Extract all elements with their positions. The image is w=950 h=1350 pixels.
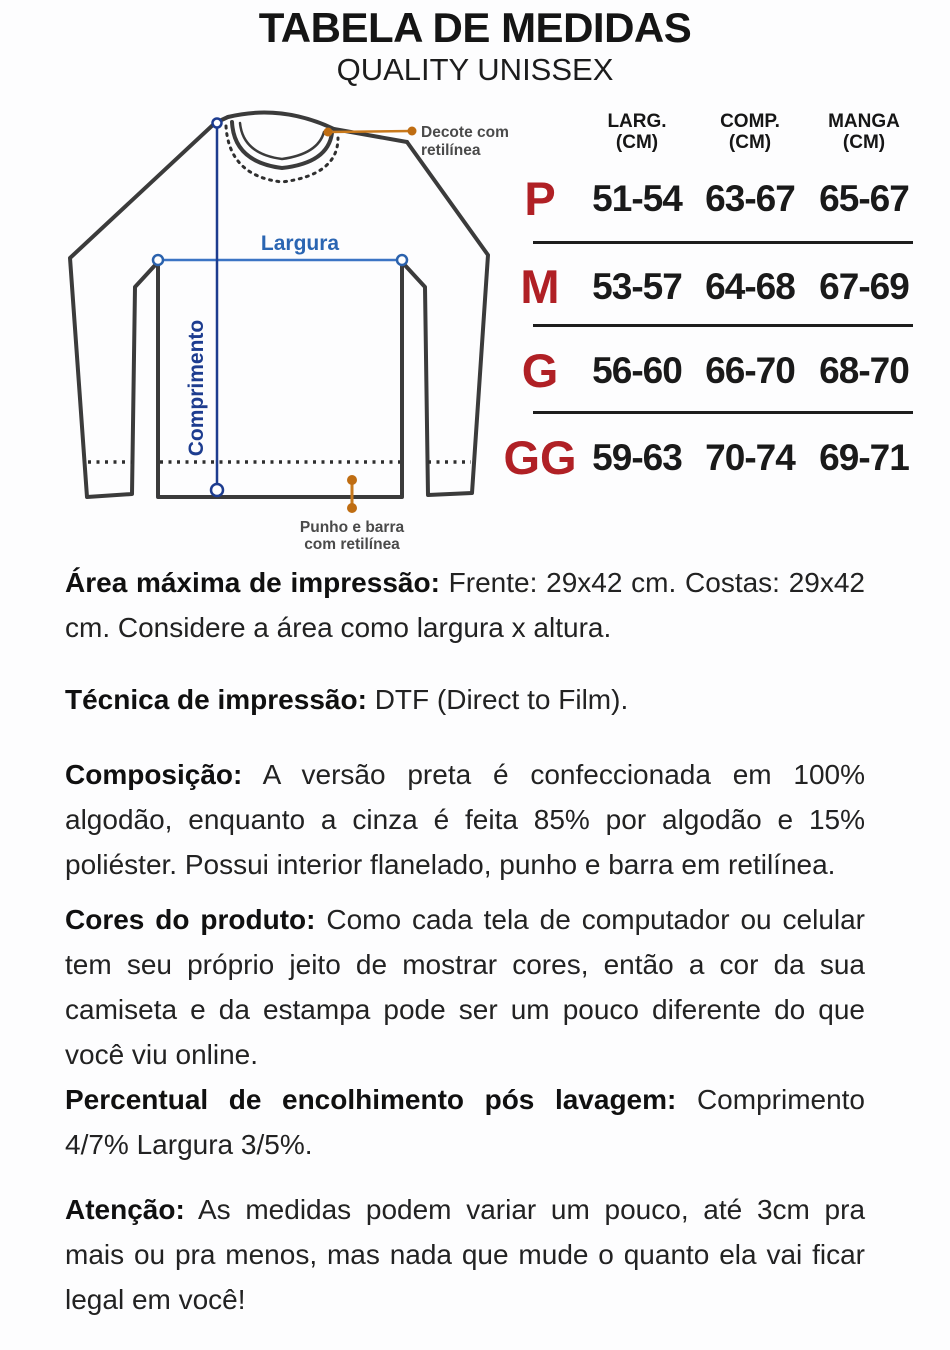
comprimento-endpoint-bottom — [209, 482, 225, 498]
row-divider — [533, 411, 913, 414]
info-composition-text: A versão preta é confeccionada em 100% a… — [65, 759, 866, 880]
info-attention-text: As medidas podem variar um pouco, até 3c… — [65, 1194, 866, 1315]
table-row-gg: GG 59-63 70-74 69-71 — [490, 430, 930, 486]
comp-value: 66-70 — [705, 350, 796, 391]
sweatshirt-measurement-diagram: Largura Comprimento Decote com retilínea… — [68, 110, 509, 553]
info-shrinkage: Percentual de encolhimento pós lavagem: … — [65, 1077, 865, 1167]
collar-front-outer-line — [230, 120, 334, 171]
comprimento-endpoint-top — [211, 117, 223, 129]
column-header-manga: MANGA (CM) — [828, 111, 900, 153]
info-composition: Composição: A versão preta é confecciona… — [65, 752, 865, 887]
larg-value: 59-63 — [592, 437, 683, 478]
info-shrinkage-text: Comprimento 4/7% Largura 3/5%. — [65, 1084, 866, 1160]
larg-value: 51-54 — [592, 178, 683, 219]
comp-value: 70-74 — [705, 437, 796, 478]
size-label: P — [524, 172, 556, 225]
info-print-area: Área máxima de impressão: Frente: 29x42 … — [65, 560, 865, 650]
page-title: TABELA DE MEDIDAS — [258, 4, 692, 51]
decote-dot-left — [323, 127, 333, 137]
punho-dot-bottom — [347, 503, 357, 513]
size-label: G — [521, 344, 559, 397]
comprimento-label: Comprimento — [185, 320, 208, 457]
decote-label-line1: Decote com — [421, 124, 509, 141]
info-print-technique: Técnica de impressão: DTF (Direct to Fil… — [65, 677, 865, 722]
largura-endpoint-right — [395, 253, 409, 267]
table-row-m: M 53-57 64-68 67-69 — [490, 259, 930, 315]
size-label: M — [520, 260, 560, 313]
info-attention-label: Atenção: — [65, 1194, 185, 1225]
table-row-p: P 51-54 63-67 65-67 — [490, 171, 930, 227]
info-print-area-text: Frente: 29x42 cm. Costas: 29x42 cm. Cons… — [65, 567, 865, 643]
comp-value: 64-68 — [705, 266, 796, 307]
column-header-largura: LARG. (CM) — [607, 111, 667, 153]
row-divider — [533, 241, 913, 244]
manga-value: 67-69 — [819, 266, 910, 307]
table-row-g: G 56-60 66-70 68-70 — [490, 343, 930, 399]
manga-value: 69-71 — [819, 437, 910, 478]
info-print-technique-text: DTF (Direct to Film). — [374, 684, 629, 715]
info-composition-label: Composição: — [65, 759, 243, 790]
row-divider — [533, 324, 913, 327]
info-colors-label: Cores do produto: — [65, 904, 316, 935]
decote-dot-right — [407, 126, 417, 136]
decote-pointer-line — [327, 129, 413, 134]
info-attention: Atenção: As medidas podem variar um pouc… — [65, 1187, 865, 1322]
info-colors-text: Como cada tela de computador ou celular … — [65, 904, 866, 1070]
size-label: GG — [503, 431, 577, 484]
product-info-text: Área máxima de impressão: Frente: 29x42 … — [65, 560, 865, 1322]
manga-value: 65-67 — [819, 178, 910, 219]
garment-outline — [68, 121, 490, 499]
manga-value: 68-70 — [819, 350, 910, 391]
column-header-comprimento: COMP. (CM) — [720, 111, 780, 153]
size-table: LARG. (CM) COMP. (CM) MANGA (CM) P 51-54… — [490, 103, 930, 513]
larg-value: 56-60 — [592, 350, 683, 391]
info-shrinkage-label: Percentual de encolhimento pós lavagem: — [65, 1084, 677, 1115]
collar-front-inner-line — [238, 121, 326, 161]
info-print-technique-label: Técnica de impressão: — [65, 684, 367, 715]
info-print-area-label: Área máxima de impressão: — [65, 567, 440, 598]
punho-label-line1: Punho e barra — [300, 519, 405, 536]
page-subtitle: QUALITY UNISSEX — [336, 52, 614, 87]
decote-label-line2: retilínea — [421, 142, 481, 159]
largura-label: Largura — [261, 232, 340, 255]
punho-label-line2: com retilínea — [304, 536, 400, 553]
comp-value: 63-67 — [705, 178, 796, 219]
collar-back-line — [226, 110, 336, 131]
larg-value: 53-57 — [592, 266, 683, 307]
punho-dot-top — [347, 475, 357, 485]
largura-endpoint-left — [151, 253, 165, 267]
info-colors: Cores do produto: Como cada tela de comp… — [65, 897, 865, 1077]
collar-ribbing-stitch-dotted — [224, 124, 340, 184]
